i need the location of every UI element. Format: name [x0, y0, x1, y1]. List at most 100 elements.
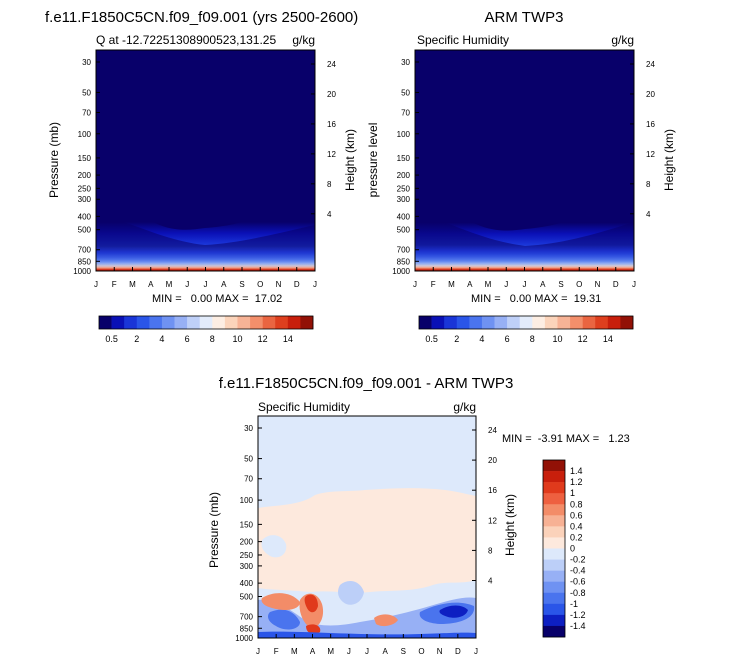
panel3-main-title: f.e11.F1850C5CN.f09_f09.001 - ARM TWP3 — [219, 375, 514, 392]
x-tick-label: J — [632, 280, 636, 289]
y-tick-label: 200 — [78, 171, 92, 180]
x-tick-label: A — [148, 280, 154, 289]
y-tick-right-label: 24 — [488, 426, 497, 435]
colorbar-swatch — [287, 316, 301, 329]
y-tick-label: 400 — [240, 579, 254, 588]
x-tick-label: O — [576, 280, 582, 289]
panel1-colorbar: 0.5 2 4 6 8 10 12 14 — [98, 315, 314, 344]
panel1-main-title: f.e11.F1850C5CN.f09_f09.001 (yrs 2500-26… — [45, 9, 358, 26]
x-tick-label: A — [310, 647, 316, 656]
x-tick-label: J — [504, 280, 508, 289]
colorbar-label: 0.8 — [570, 499, 583, 509]
colorbar-label: -1.4 — [570, 621, 586, 631]
panel2-y-ticks-right: 24 20 16 12 8 4 — [630, 60, 655, 219]
colorbar-swatch — [300, 316, 314, 329]
panel3-positive-layer — [258, 488, 476, 593]
colorbar-label: 0.4 — [570, 521, 583, 531]
colorbar-swatch — [543, 559, 565, 571]
colorbar-swatch — [543, 515, 565, 527]
x-tick-label: A — [540, 280, 546, 289]
colorbar-swatch — [544, 316, 558, 329]
x-tick-label: J — [523, 280, 527, 289]
panel2-left-title: Specific Humidity — [417, 33, 509, 47]
panel3-lower-deep-negative — [439, 605, 468, 618]
x-tick-label: N — [595, 280, 601, 289]
colorbar-swatch — [532, 316, 546, 329]
colorbar-swatch — [456, 316, 470, 329]
y-tick-label: 500 — [78, 226, 92, 235]
colorbar-label: 6 — [185, 334, 190, 344]
colorbar-swatch — [607, 316, 621, 329]
x-tick-label: S — [558, 280, 563, 289]
colorbar-swatch — [161, 316, 175, 329]
x-tick-label: D — [455, 647, 461, 656]
y-tick-label: 150 — [78, 154, 92, 163]
y-tick-label: 30 — [82, 58, 91, 67]
y-tick-label: 300 — [78, 195, 92, 204]
y-tick-label: 70 — [244, 475, 253, 484]
y-tick-label: 700 — [240, 613, 254, 622]
colorbar-swatch — [481, 316, 495, 329]
x-tick-label: M — [485, 280, 492, 289]
y-tick-label: 1000 — [392, 267, 410, 276]
panel3-stats: MIN = -3.91 MAX = 1.23 — [502, 433, 630, 445]
colorbar-swatch — [620, 316, 634, 329]
colorbar-swatch — [543, 504, 565, 516]
x-tick-label: J — [256, 647, 260, 656]
colorbar-swatch — [212, 316, 226, 329]
panel2-stats: MIN = 0.00 MAX = 19.31 — [471, 293, 601, 305]
colorbar-label: 0.2 — [570, 532, 583, 542]
panel2-units: g/kg — [611, 33, 634, 47]
y-tick-label: 1000 — [73, 267, 91, 276]
y-tick-right-label: 24 — [327, 60, 336, 69]
x-tick-label: A — [467, 280, 473, 289]
y-tick-label: 150 — [397, 154, 411, 163]
y-tick-label: 1000 — [235, 634, 253, 643]
y-tick-label: 400 — [78, 212, 92, 221]
colorbar-label: 0.6 — [570, 510, 583, 520]
y-tick-label: 300 — [240, 562, 254, 571]
x-tick-label: J — [94, 280, 98, 289]
x-tick-label: J — [313, 280, 317, 289]
colorbar-swatch — [543, 548, 565, 560]
x-tick-label: J — [185, 280, 189, 289]
panel3-y-ticks-right: 24 20 16 12 8 4 — [472, 426, 497, 586]
y-tick-label: 70 — [401, 109, 410, 118]
y-tick-label: 200 — [397, 171, 411, 180]
colorbar-swatch — [543, 581, 565, 594]
x-tick-label: J — [413, 280, 417, 289]
y-tick-right-label: 20 — [327, 90, 336, 99]
y-tick-right-label: 16 — [327, 120, 336, 129]
y-tick-label: 70 — [82, 109, 91, 118]
y-tick-label: 30 — [401, 58, 410, 67]
colorbar-label: -1.2 — [570, 610, 586, 620]
panel1-moisture-core — [96, 215, 315, 271]
panel3-negative-blob-upper — [261, 535, 287, 558]
colorbar-swatch — [174, 316, 188, 329]
y-tick-label: 300 — [397, 195, 411, 204]
x-tick-label: N — [437, 647, 443, 656]
colorbar-swatch — [187, 316, 201, 329]
colorbar-label: 2 — [454, 334, 459, 344]
x-tick-label: M — [129, 280, 136, 289]
y-tick-label: 50 — [82, 88, 91, 97]
x-tick-label: N — [276, 280, 282, 289]
y-tick-label: 50 — [401, 88, 410, 97]
colorbar-label: -0.2 — [570, 555, 586, 565]
colorbar-swatch — [519, 316, 533, 329]
colorbar-label: -0.8 — [570, 588, 586, 598]
colorbar-swatch — [543, 537, 565, 549]
colorbar-label: 0.5 — [105, 334, 118, 344]
y-tick-right-label: 4 — [488, 577, 493, 586]
x-tick-label: J — [204, 280, 208, 289]
colorbar-label: 10 — [552, 334, 562, 344]
panel3-units: g/kg — [453, 400, 476, 414]
y-tick-label: 250 — [240, 551, 254, 560]
x-tick-label: O — [418, 647, 424, 656]
colorbar-swatch — [111, 316, 125, 329]
colorbar-label: 1.2 — [570, 477, 583, 487]
colorbar-swatch — [136, 316, 150, 329]
colorbar-label: 8 — [210, 334, 215, 344]
y-tick-label: 30 — [244, 424, 253, 433]
